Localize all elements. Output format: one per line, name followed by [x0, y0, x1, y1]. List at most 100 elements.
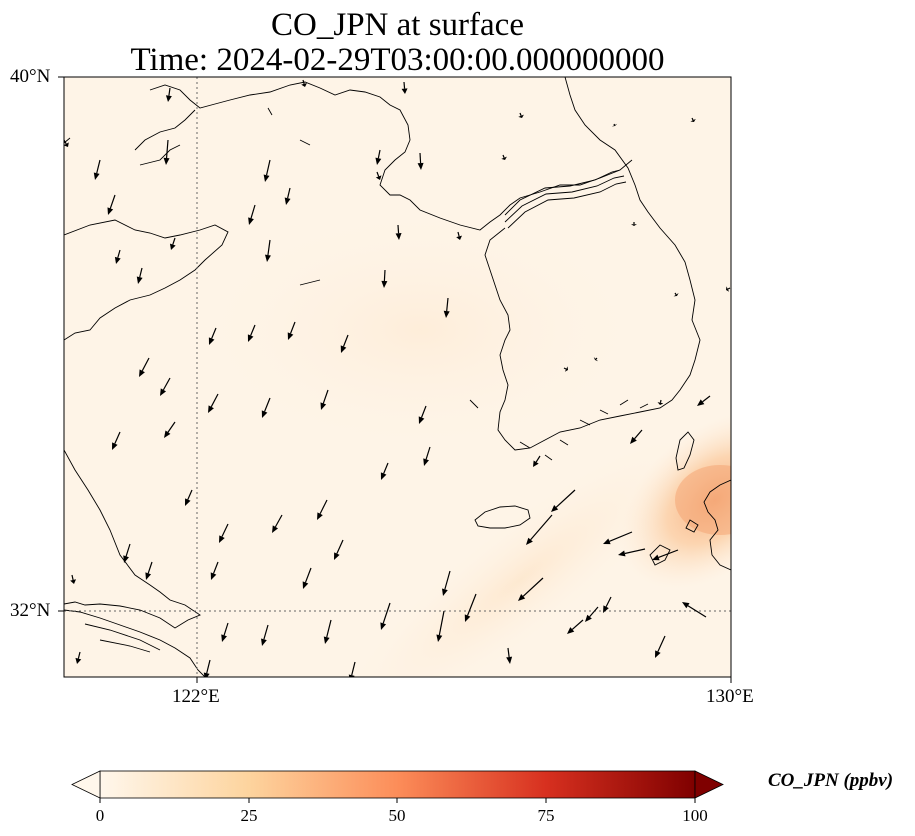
wind-arrow — [208, 327, 217, 345]
lat-label-32: 32°N — [10, 600, 51, 621]
wind-arrow — [221, 622, 229, 642]
lon-label-122: 122°E — [172, 686, 220, 707]
colorbar-extend-max — [694, 770, 724, 799]
wind-arrow — [603, 596, 612, 613]
wind-arrow — [261, 624, 269, 646]
wind-arrow — [423, 446, 431, 466]
colorbar-label-25: 25 — [240, 806, 258, 825]
wind-arrow — [263, 159, 271, 182]
wind-arrow — [652, 549, 679, 561]
wind-arrow — [284, 187, 291, 205]
wind-arrow — [380, 602, 391, 630]
wind-arrow — [618, 548, 646, 557]
colorbar-extend-min — [71, 770, 101, 799]
coastline-bohai — [149, 81, 633, 231]
wind-arrow — [272, 514, 283, 533]
wind-arrow — [697, 395, 711, 406]
wind-arrow — [418, 405, 427, 424]
coastline-korea-islands — [469, 399, 649, 461]
wind-arrow — [203, 659, 211, 677]
wind-arrow — [247, 324, 256, 342]
wind-arrow — [375, 149, 382, 165]
wind-arrow — [93, 159, 101, 180]
wind-arrow — [563, 366, 568, 372]
wind-arrow — [317, 499, 328, 520]
wind-arrow — [185, 489, 193, 506]
wind-arrow — [673, 292, 679, 297]
wind-arrow — [164, 421, 176, 438]
wind-arrow — [334, 539, 344, 560]
coastline-jeju — [474, 505, 531, 529]
coastline-yalu-river — [504, 169, 627, 229]
wind-arrow — [219, 523, 229, 543]
wind-arrow — [401, 81, 408, 94]
colorbar-title: CO_JPN (ppbv) — [768, 770, 894, 791]
colorbar-label-75: 75 — [537, 806, 555, 825]
axis-ticks — [58, 76, 732, 683]
wind-arrow — [160, 377, 171, 396]
wind-arrow — [380, 462, 389, 480]
coastline-yangtze — [64, 609, 206, 677]
wind-arrow — [70, 574, 77, 584]
coastline-kyushu — [649, 479, 731, 571]
wind-arrow — [301, 79, 307, 87]
colorbar-ramp — [99, 770, 696, 799]
co-field-hotspot — [675, 465, 731, 535]
wind-arrow — [264, 239, 271, 262]
colorbar-label-100: 100 — [682, 806, 708, 825]
wind-arrow — [441, 570, 451, 596]
wind-arrow — [518, 577, 544, 601]
co-field-band — [335, 431, 705, 677]
wind-arrow — [114, 249, 121, 264]
map-area — [64, 77, 731, 677]
wind-arrow — [603, 531, 633, 545]
wind-arrow — [248, 204, 256, 225]
wind-arrow — [533, 455, 541, 467]
wind-arrow — [501, 154, 507, 160]
wind-arrow — [348, 661, 356, 677]
wind-arrow — [136, 267, 143, 284]
wind-arrow — [690, 117, 696, 122]
wind-arrow — [655, 635, 666, 658]
wind-arrow — [611, 123, 618, 127]
coastline-tsushima — [675, 431, 695, 471]
wind-vectors — [64, 79, 731, 677]
wind-arrow — [593, 356, 599, 362]
map-frame — [63, 76, 732, 678]
wind-arrow — [631, 222, 637, 226]
wind-arrow — [323, 619, 332, 644]
wind-arrow — [526, 514, 553, 545]
coastline-liaodong — [134, 109, 196, 166]
lat-label-40: 40°N — [10, 66, 51, 87]
wind-arrow — [464, 593, 477, 622]
wind-arrow — [302, 567, 312, 589]
wind-arrow — [456, 231, 463, 240]
wind-arrow — [682, 602, 707, 618]
wind-arrow — [261, 397, 271, 418]
wind-arrow — [210, 561, 219, 580]
colorbar-label-50: 50 — [388, 806, 406, 825]
wind-arrow — [163, 139, 170, 165]
wind-arrow — [287, 321, 296, 340]
colorbar — [71, 770, 724, 803]
wind-arrow — [381, 269, 388, 288]
colorbar-label-0: 0 — [95, 806, 105, 825]
map-title-line2: Time: 2024-02-29T03:00:00.000000000 — [130, 42, 665, 78]
wind-arrow — [107, 194, 116, 215]
wind-arrow — [567, 619, 584, 634]
lon-label-130: 130°E — [706, 686, 754, 707]
wind-arrow — [375, 171, 382, 180]
wind-arrow — [340, 334, 349, 353]
wind-arrow — [123, 543, 131, 563]
wind-arrow — [139, 357, 150, 377]
coastline-shandong — [267, 107, 321, 286]
wind-arrow — [657, 399, 664, 405]
wind-arrow — [506, 647, 513, 664]
wind-arrow — [436, 610, 445, 642]
wind-arrow — [726, 286, 731, 292]
wind-arrow — [169, 237, 176, 250]
wind-arrow — [518, 112, 524, 118]
wind-arrow — [395, 224, 402, 240]
wind-arrow — [208, 393, 219, 413]
